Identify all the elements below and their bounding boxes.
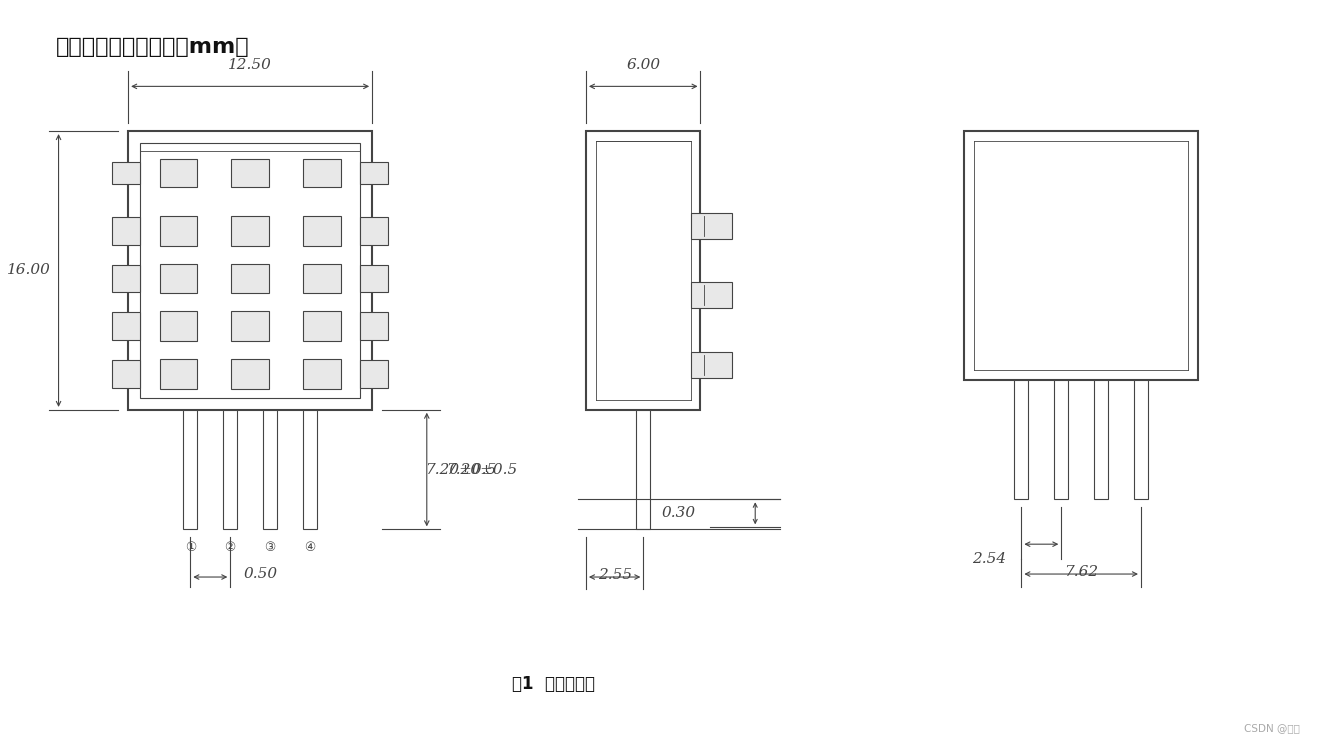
Bar xyxy=(1094,380,1109,500)
Text: 6.00: 6.00 xyxy=(626,58,660,72)
Text: 7.20±0.5: 7.20±0.5 xyxy=(446,462,517,477)
Bar xyxy=(112,162,140,184)
Bar xyxy=(303,264,341,294)
Bar xyxy=(964,131,1199,380)
Bar xyxy=(224,410,237,530)
Bar xyxy=(232,359,269,389)
Bar xyxy=(112,312,140,340)
Bar xyxy=(112,264,140,292)
Bar xyxy=(140,143,360,398)
Bar xyxy=(691,213,733,238)
Bar xyxy=(160,264,197,294)
Text: ④: ④ xyxy=(304,541,315,554)
Bar xyxy=(112,360,140,388)
Bar xyxy=(360,312,388,340)
Bar xyxy=(636,410,650,530)
Bar xyxy=(1054,380,1068,500)
Bar xyxy=(112,217,140,244)
Text: 16.00: 16.00 xyxy=(7,264,50,277)
Bar xyxy=(303,216,341,246)
Bar xyxy=(360,360,388,388)
Text: 0.30: 0.30 xyxy=(662,506,696,521)
Text: 图1  产品尺寸图: 图1 产品尺寸图 xyxy=(512,675,595,692)
Text: 2.55: 2.55 xyxy=(598,568,631,582)
Bar xyxy=(360,264,388,292)
Bar xyxy=(160,311,197,341)
Bar xyxy=(263,410,277,530)
Bar xyxy=(160,159,197,187)
Bar xyxy=(128,131,372,410)
Text: 四、外形尺寸（单位：mm）: 四、外形尺寸（单位：mm） xyxy=(56,37,250,57)
Text: 7.62: 7.62 xyxy=(1064,565,1098,579)
Bar xyxy=(303,410,316,530)
Bar xyxy=(360,162,388,184)
Bar xyxy=(184,410,197,530)
Bar xyxy=(691,352,733,378)
Bar xyxy=(691,282,733,309)
Text: ②: ② xyxy=(225,541,235,554)
Bar xyxy=(1015,380,1028,500)
Bar xyxy=(303,159,341,187)
Bar xyxy=(303,311,341,341)
Text: 7.20±0.5: 7.20±0.5 xyxy=(425,462,496,477)
Text: 0.50: 0.50 xyxy=(243,567,277,581)
Text: 12.50: 12.50 xyxy=(228,58,273,72)
Bar xyxy=(360,217,388,244)
Bar xyxy=(160,359,197,389)
Text: ①: ① xyxy=(185,541,196,554)
Bar xyxy=(232,311,269,341)
Bar xyxy=(232,216,269,246)
Bar xyxy=(160,216,197,246)
Text: CSDN @记贴: CSDN @记贴 xyxy=(1244,723,1301,734)
Bar xyxy=(1134,380,1148,500)
Bar xyxy=(232,264,269,294)
Bar xyxy=(232,159,269,187)
Text: 2.54: 2.54 xyxy=(972,552,1007,566)
Bar xyxy=(586,131,700,410)
Text: ③: ③ xyxy=(265,541,275,554)
Bar xyxy=(303,359,341,389)
